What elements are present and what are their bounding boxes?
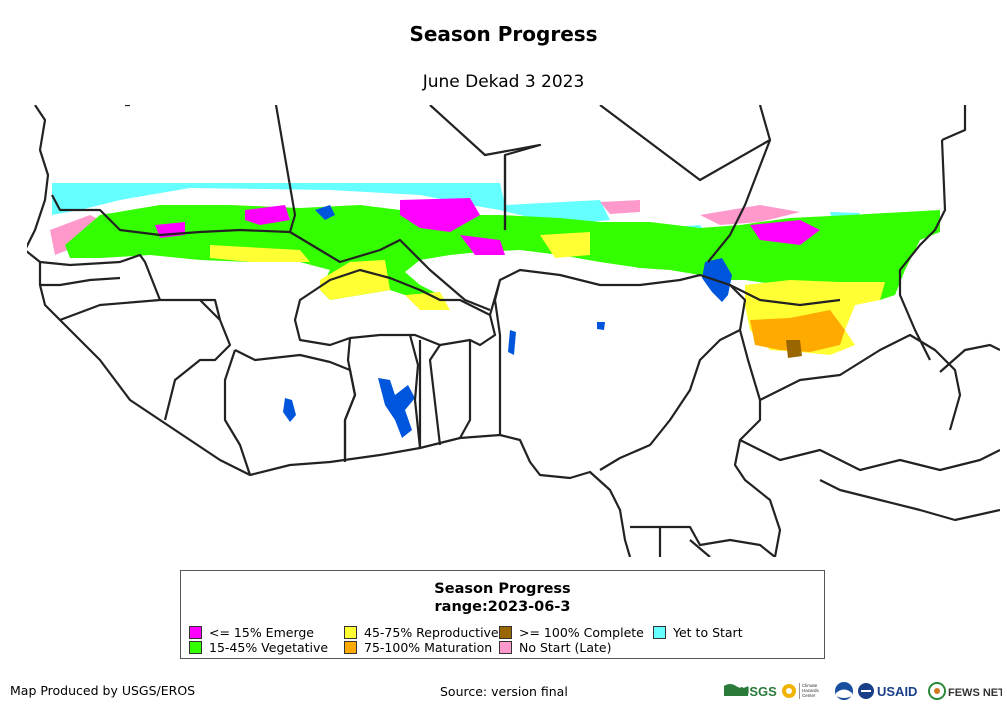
source-note: Source: version final: [440, 684, 568, 699]
legend-label: >= 100% Complete: [519, 625, 644, 640]
lake-small: [597, 322, 605, 330]
border-car: [739, 333, 1000, 472]
legend-range: range:2023-06-3: [434, 599, 571, 615]
border-east: [689, 343, 1000, 557]
legend-item-reproductive: 45-75% Reproductive: [344, 626, 499, 640]
zone-reproductive: [320, 260, 390, 300]
lake-kainji: [508, 330, 516, 355]
zone-reproductive: [405, 292, 450, 310]
border-mali-burkina: [200, 231, 491, 321]
map-title: Season Progress: [409, 22, 598, 46]
fewsnet-logo: FEWS NET: [928, 682, 1002, 700]
zone-no-start-late: [600, 200, 640, 214]
legend-item-yet-to-start: Yet to Start: [653, 626, 743, 640]
border-chad-sudan: [707, 105, 967, 361]
border-guinea: [59, 298, 232, 421]
zone-emerge: [750, 220, 820, 245]
season-progress-map: [27, 105, 1000, 557]
swatch-vegetative: [189, 641, 202, 654]
zone-maturation: [750, 310, 845, 352]
zone-reproductive: [210, 245, 310, 262]
lake-volta: [378, 378, 415, 438]
legend-item-no-start: No Start (Late): [499, 641, 611, 655]
legend-label: <= 15% Emerge: [209, 625, 314, 640]
map-subtitle: June Dekad 3 2023: [422, 72, 585, 92]
swatch-reproductive: [344, 626, 357, 639]
border-niger-libya: [503, 105, 772, 230]
zone-emerge: [245, 205, 290, 225]
zone-complete: [786, 340, 802, 358]
coastline: [27, 105, 632, 557]
zone-no-start-late: [700, 205, 800, 225]
legend-item-complete: >= 100% Complete: [499, 626, 644, 640]
climate-hazards-logo: Climate Hazards Center: [782, 683, 820, 699]
svg-text:USGS: USGS: [740, 684, 777, 699]
lake-kossou: [283, 398, 296, 422]
border-central-south: [630, 479, 1000, 557]
zone-emerge: [400, 198, 480, 232]
svg-text:Climate: Climate: [802, 683, 818, 688]
border-mauritania-mali: [51, 105, 297, 237]
legend-label: 15-45% Vegetative: [209, 640, 329, 655]
legend-label: 75-100% Maturation: [364, 640, 493, 655]
partner-logos: USGS Climate Hazards Center USAID FEWS N…: [724, 682, 1002, 700]
legend-label: No Start (Late): [519, 640, 612, 655]
svg-text:FEWS NET: FEWS NET: [948, 687, 1002, 699]
legend-label: 45-75% Reproductive: [364, 625, 499, 640]
border-togo-benin: [418, 340, 472, 448]
noaa-logo: [835, 682, 853, 700]
svg-text:USAID: USAID: [877, 684, 917, 699]
legend-title: Season Progress range:2023-06-3: [181, 580, 824, 616]
usgs-logo: USGS: [724, 684, 777, 699]
map-legend: Season Progress range:2023-06-3 <= 15% E…: [180, 570, 825, 659]
swatch-no-start: [499, 641, 512, 654]
border-cameroon: [729, 284, 841, 557]
zone-reproductive: [540, 232, 590, 258]
border-niger-nigeria: [488, 268, 747, 471]
legend-heading: Season Progress: [434, 581, 571, 597]
swatch-yet-to-start: [653, 626, 666, 639]
swatch-complete: [499, 626, 512, 639]
legend-item-emerge: <= 15% Emerge: [189, 626, 314, 640]
svg-text:Center: Center: [802, 693, 816, 698]
legend-item-maturation: 75-100% Maturation: [344, 641, 492, 655]
swatch-maturation: [344, 641, 357, 654]
legend-label: Yet to Start: [673, 625, 743, 640]
zone-yet-to-start: [52, 183, 610, 225]
border-ghana: [343, 334, 422, 462]
country-borders: [27, 105, 1000, 557]
legend-item-vegetative: 15-45% Vegetative: [189, 641, 328, 655]
svg-text:Hazards: Hazards: [802, 688, 820, 693]
produced-by-note: Map Produced by USGS/EROS: [10, 683, 196, 698]
swatch-emerge: [189, 626, 202, 639]
usaid-logo: USAID: [858, 683, 917, 699]
niger-inner-delta: [315, 205, 335, 220]
border-senegal: [39, 253, 162, 301]
zone-emerge: [460, 235, 505, 255]
